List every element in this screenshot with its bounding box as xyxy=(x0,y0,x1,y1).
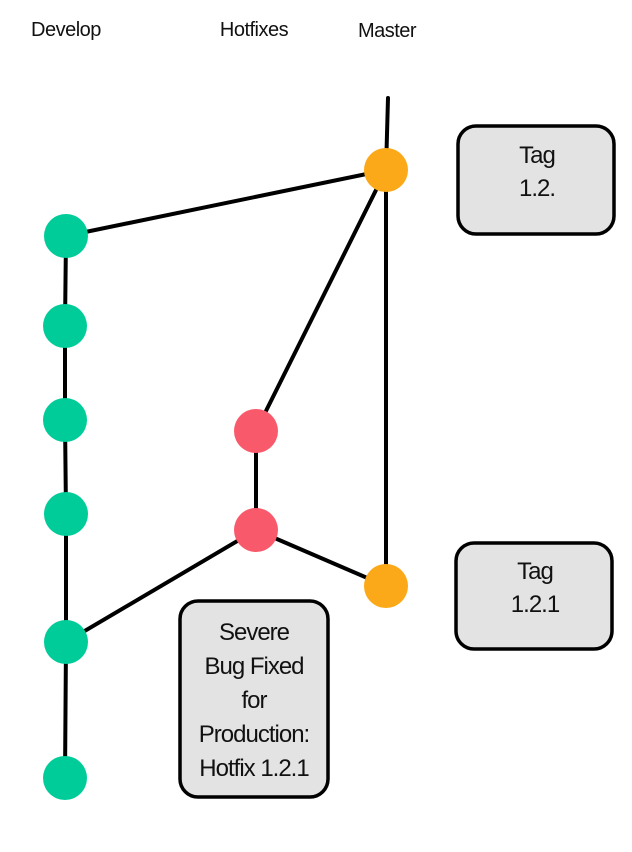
hotfix-note-box: Severe Bug Fixed for Production: Hotfix … xyxy=(178,599,330,799)
hotfix-note-line: for xyxy=(241,687,267,714)
tag-1-2-line1: Tag xyxy=(519,142,555,169)
develop-commit-3 xyxy=(43,398,87,442)
master-to-develop-edge xyxy=(64,168,388,238)
tag-1-2-1-frame xyxy=(454,541,614,651)
develop-commit-5 xyxy=(44,620,88,664)
master-commit-tag-1-2-1 xyxy=(364,564,408,608)
hotfixes-branch-label: Hotfixes xyxy=(220,19,289,41)
tag-1-2-frame xyxy=(456,124,616,236)
master-branch-label: Master xyxy=(358,20,417,42)
hotfix-note-line: Production: xyxy=(199,721,309,748)
tag-1-2-box: Tag 1.2. xyxy=(456,124,616,236)
master-to-hotfix-edge xyxy=(254,168,388,433)
hotfix-note-frame xyxy=(178,599,330,799)
tag-1-2-1-box: Tag 1.2.1 xyxy=(454,541,614,651)
hotfix-commit-1 xyxy=(234,409,278,453)
tag-1-2-line2: 1.2. xyxy=(519,175,555,202)
hotfix-commit-2 xyxy=(234,508,278,552)
develop-commit-2 xyxy=(43,304,87,348)
commits xyxy=(43,148,408,800)
tag-1-2-1-line1: Tag xyxy=(517,558,553,585)
hotfix-merge-develop-edge xyxy=(64,528,258,644)
develop-commit-4 xyxy=(44,492,88,536)
hotfix-merge-master-edge xyxy=(254,528,388,588)
hotfix-note-line: Bug Fixed xyxy=(204,653,303,680)
hotfix-note-line: Severe xyxy=(219,619,290,646)
develop-commit-1 xyxy=(44,214,88,258)
master-commit-tag-1-2 xyxy=(364,148,408,192)
edges xyxy=(63,96,390,780)
develop-commit-6 xyxy=(43,756,87,800)
develop-branch-label: Develop xyxy=(31,19,101,41)
hotfix-note-line: Hotfix 1.2.1 xyxy=(199,755,309,782)
tag-1-2-1-line2: 1.2.1 xyxy=(511,591,560,618)
